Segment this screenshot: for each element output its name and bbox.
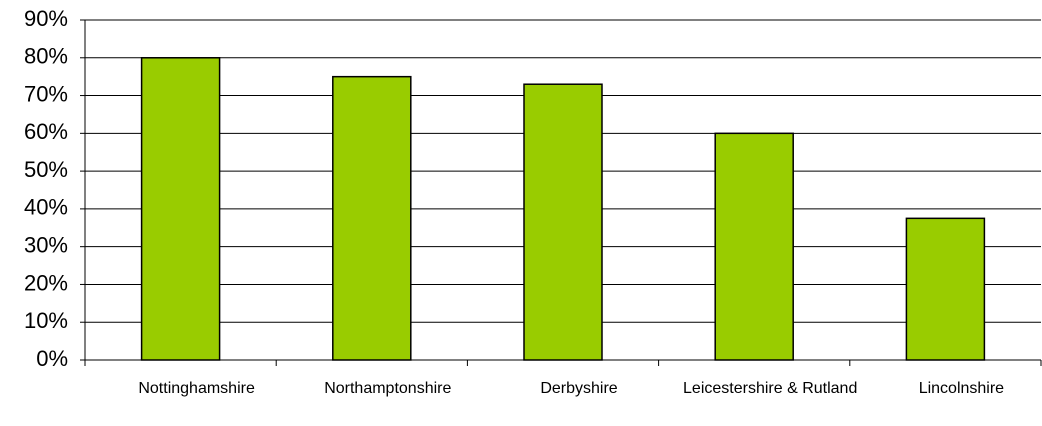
y-tick-label: 10%: [24, 308, 68, 333]
bar: [332, 75, 412, 361]
y-tick-label: 60%: [24, 119, 68, 144]
y-tick-label: 40%: [24, 195, 68, 220]
bar: [905, 217, 986, 361]
x-tick-label: Derbyshire: [540, 380, 618, 397]
x-tick-label: Lincolnshire: [918, 380, 1005, 397]
x-tick-label: Northamptonshire: [324, 380, 452, 397]
y-tick-label: 20%: [24, 270, 68, 295]
x-tick-label: Leicestershire & Rutland: [683, 380, 858, 397]
y-tick-label: 50%: [24, 157, 68, 182]
y-tick-label: 80%: [24, 44, 68, 69]
bar: [714, 132, 794, 361]
y-tick-label: 70%: [24, 81, 68, 106]
y-tick-label: 90%: [24, 6, 68, 31]
bar: [523, 83, 603, 361]
x-tick-label: Nottinghamshire: [138, 380, 255, 397]
bar: [140, 57, 221, 361]
y-tick-label: 0%: [36, 346, 68, 371]
y-tick-label: 30%: [24, 232, 68, 257]
